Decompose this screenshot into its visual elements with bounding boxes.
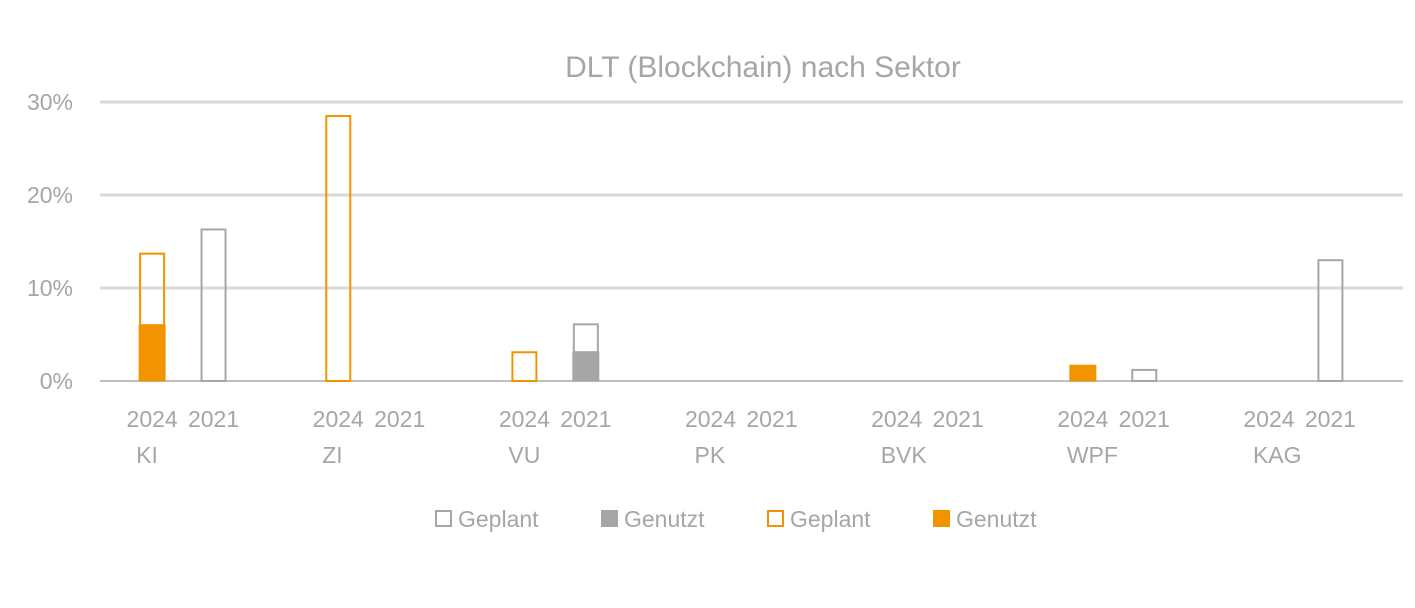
legend-label: Genutzt (956, 506, 1037, 532)
x-axis-labels: 2024 2021 KI 2024 2021 ZI 2024 2021 VU 2024 2021 PK… (127, 406, 1356, 468)
legend-item-genutzt: Genutzt (933, 506, 1037, 532)
x-year-label: 2024 (685, 406, 736, 432)
x-category-label: ZI (322, 442, 342, 468)
x-year-label: 2024 (871, 406, 922, 432)
y-axis-ticks: 0% 10% 20% 30% (27, 89, 73, 394)
y-tick-label: 0% (40, 368, 73, 394)
legend-swatch-genutzt (933, 510, 950, 527)
chart-title: DLT (Blockchain) nach Sektor (565, 51, 961, 84)
x-year-label: 2021 (933, 406, 984, 432)
x-category-label: VU (508, 442, 540, 468)
legend-item-geplant: Geplant (767, 506, 871, 532)
legend-label: Genutzt (624, 506, 705, 532)
legend-swatch-genutzt (601, 510, 618, 527)
x-category-label: WPF (1067, 442, 1118, 468)
y-tick-label: 30% (27, 89, 73, 115)
x-category-label: KI (136, 442, 158, 468)
x-year-label: 2021 (560, 406, 611, 432)
legend-item-genutzt: Genutzt (601, 506, 705, 532)
x-year-label: 2024 (1057, 406, 1108, 432)
gridlines (100, 100, 1403, 382)
bar-kag-2021-geplant (1317, 259, 1344, 383)
legend-swatch-geplant (435, 510, 452, 527)
x-year-label: 2021 (746, 406, 797, 432)
bar-ki-2024-geplant (139, 252, 166, 327)
x-year-label: 2021 (374, 406, 425, 432)
y-tick-label: 20% (27, 182, 73, 208)
bars (138, 115, 1344, 383)
x-category-label: KAG (1253, 442, 1302, 468)
legend-label: Geplant (458, 506, 539, 532)
bar-vu-2024-geplant (511, 351, 538, 382)
bar-wpf-2021-geplant (1131, 368, 1158, 383)
legend: Geplant Genutzt Geplant Genutzt (435, 506, 1037, 532)
y-tick-label: 10% (27, 275, 73, 301)
x-year-label: 2024 (127, 406, 178, 432)
x-year-label: 2024 (1243, 406, 1294, 432)
bar-zi-2024-geplant (325, 115, 352, 383)
x-year-label: 2021 (1119, 406, 1170, 432)
bar-ki-2024-genutzt (138, 324, 166, 382)
bar-wpf-2024-genutzt (1069, 364, 1097, 382)
legend-label: Geplant (790, 506, 871, 532)
x-category-label: PK (695, 442, 726, 468)
x-year-label: 2024 (313, 406, 364, 432)
legend-swatch-geplant (767, 510, 784, 527)
x-category-label: BVK (881, 442, 928, 468)
legend-item-geplant: Geplant (435, 506, 539, 532)
bar-vu-2021-genutzt (572, 351, 600, 382)
x-year-label: 2021 (188, 406, 239, 432)
x-year-label: 2021 (1305, 406, 1356, 432)
bar-vu-2021-geplant (572, 323, 599, 354)
bar-ki-2021-geplant (200, 228, 227, 382)
x-year-label: 2024 (499, 406, 550, 432)
